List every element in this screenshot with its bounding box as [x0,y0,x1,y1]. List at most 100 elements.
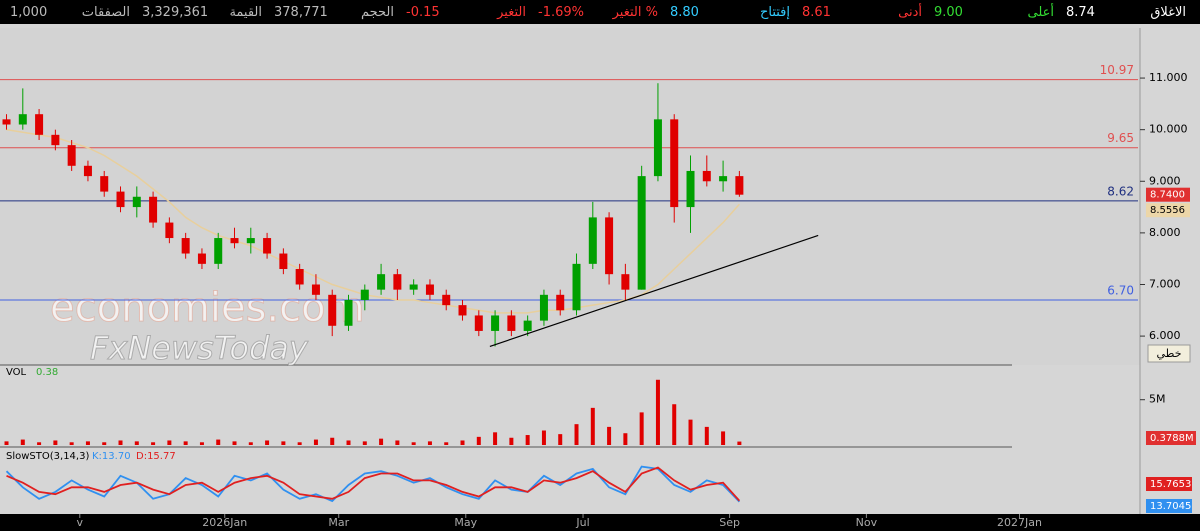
volume-bar [37,442,42,445]
candle-body [377,274,386,290]
stat-value: 378,771 [274,4,328,20]
stat-value: 9.00 [934,4,963,20]
candle-body [621,274,630,290]
volume-bar [721,431,726,445]
trendline [489,234,819,347]
volume-bar [281,441,286,445]
volume-bar [313,439,318,445]
x-tick-label: May [454,516,477,529]
x-tick-label: Nov [856,516,878,529]
volume-bar [151,442,156,445]
volume-bar [134,441,139,445]
stat: أعلى 9.00 [928,0,1060,24]
price-tag-label: 8.7400 [1150,190,1185,201]
volume-bar [655,379,660,445]
candle-body [149,196,158,223]
volume-bar [525,435,530,445]
candle-body [344,299,353,326]
candle-body [409,284,418,290]
y-tick-label: 11.000 [1149,71,1188,84]
stat-label: الصفقات [81,4,130,20]
level-label: 8.62 [1107,184,1134,198]
candle-body [165,222,174,239]
candle-body [458,305,467,316]
indicator-line [6,466,741,502]
volume-bar [427,441,432,445]
volume-bar [69,442,74,445]
stat-value: 1,000 [10,4,48,20]
x-tick-label: Mar [328,516,349,529]
level-label: 9.65 [1107,131,1134,145]
stat: التغير -0.15 [400,0,532,24]
x-tick-label: Sep [719,516,740,529]
candle-body [360,289,369,300]
volume-bar [199,442,204,445]
indicator-value: D:15.77 [136,451,176,462]
volume-bar [265,440,270,445]
candle-body [51,134,60,146]
indicator-value: K:13.70 [92,451,131,462]
stat: أدنى 8.61 [796,0,928,24]
candle-body [230,238,239,244]
stat-value: 8.61 [802,4,831,20]
candle-body [539,294,548,321]
x-tick-label: Jul [575,516,589,529]
volume-bar [216,439,221,445]
y-tick-label: 5M [1149,393,1166,406]
volume-bar [541,430,546,445]
volume-bar [232,441,237,445]
volume-value: 0.38 [36,367,58,378]
indicator-tag [1146,477,1192,491]
watermark: FxNewsToday [90,329,309,367]
y-tick-label: 9.000 [1149,174,1181,187]
stat-label: الاغلاق [1150,4,1186,20]
volume-tag-label: 0.3788M [1150,433,1194,444]
volume-bar [493,432,498,445]
price-tag [1146,203,1190,218]
candle-body [507,315,516,331]
y-tick-label: 10.000 [1149,123,1188,136]
volume-bar [737,441,742,445]
stat: القيمة 3,329,361 [136,0,268,24]
candle-body [116,191,125,208]
price-tag [1146,187,1190,202]
candle-body [263,238,272,254]
candle-body [67,145,76,166]
volume-bar [574,424,579,445]
candle-body [653,119,662,177]
moving-average [6,128,740,314]
candle-body [83,165,92,177]
stat: الصفقات 1,000 [4,0,136,24]
mode-button[interactable] [1147,344,1191,363]
candle-body [18,114,27,125]
stat-label: التغير [497,4,526,20]
volume-bar [362,441,367,445]
candle-body [442,294,451,306]
candle-body [670,119,679,208]
volume-bar [118,440,123,445]
y-tick-label: 8.000 [1149,226,1181,239]
stat-label: الحجم [360,4,394,20]
indicator-name: SlowSTO(3,14,3) [6,451,89,462]
candle-body [279,253,288,270]
candle-body [425,284,434,295]
volume-bar [297,442,302,445]
candle-body [686,170,695,208]
y-tick-label: 6.000 [1149,329,1181,342]
stat-label: التغير % [612,4,658,20]
volume-bar [20,439,25,445]
volume-bar [476,436,481,445]
candle-body [588,217,597,264]
indicator-tag-label: 15.7653 [1150,479,1191,490]
stat-label: القيمة [229,4,262,20]
stat-value: 8.80 [670,4,699,20]
stat-value: 3,329,361 [142,4,209,20]
volume-bar [688,419,693,445]
x-tick-label: 2026Jan [202,516,247,529]
stat: إفتتاح 8.80 [664,0,796,24]
volume-bar [672,404,677,445]
level-label: 6.70 [1107,283,1134,297]
stat-label: أعلى [1027,4,1054,20]
mode-button-label[interactable]: خطي [1157,347,1182,360]
volume-bar [4,441,9,445]
